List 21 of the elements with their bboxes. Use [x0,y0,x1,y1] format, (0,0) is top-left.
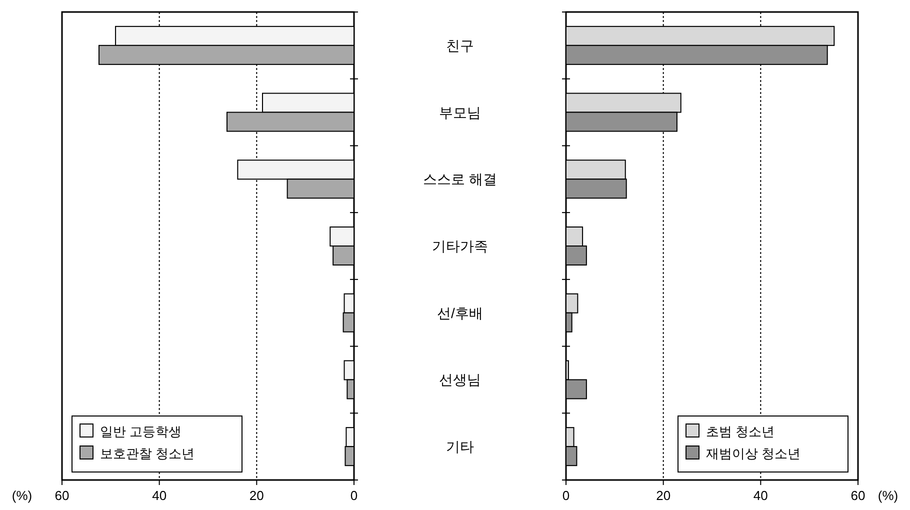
y-tick-label: 기타가족 [432,238,488,254]
legend-label: 일반 고등학생 [100,424,182,439]
y-tick-label: 부모님 [439,104,481,120]
x-tick-label: 20 [249,488,264,503]
legend-label: 초범 청소년 [706,424,775,439]
y-tick-label: 선생님 [439,372,481,388]
x-tick-label: 60 [54,488,70,503]
legend-label: 보호관찰 청소년 [100,446,195,461]
legend-label: 재범이상 청소년 [706,446,801,461]
x-tick-label: 0 [562,488,570,503]
x-tick-label: 40 [753,488,768,503]
y-tick-label: 선/후배 [437,304,483,321]
y-tick-label: 스스로 해결 [423,171,497,188]
x-tick-label: 40 [152,488,167,503]
x-tick-label: 20 [656,488,671,503]
x-tick-label: 0 [350,488,358,503]
x-axis-title: (%) [878,488,898,503]
x-tick-label: 60 [850,488,866,503]
y-tick-label: 친구 [446,37,474,54]
y-tick-label: 기타 [446,438,474,455]
x-axis-title: (%) [12,488,32,503]
